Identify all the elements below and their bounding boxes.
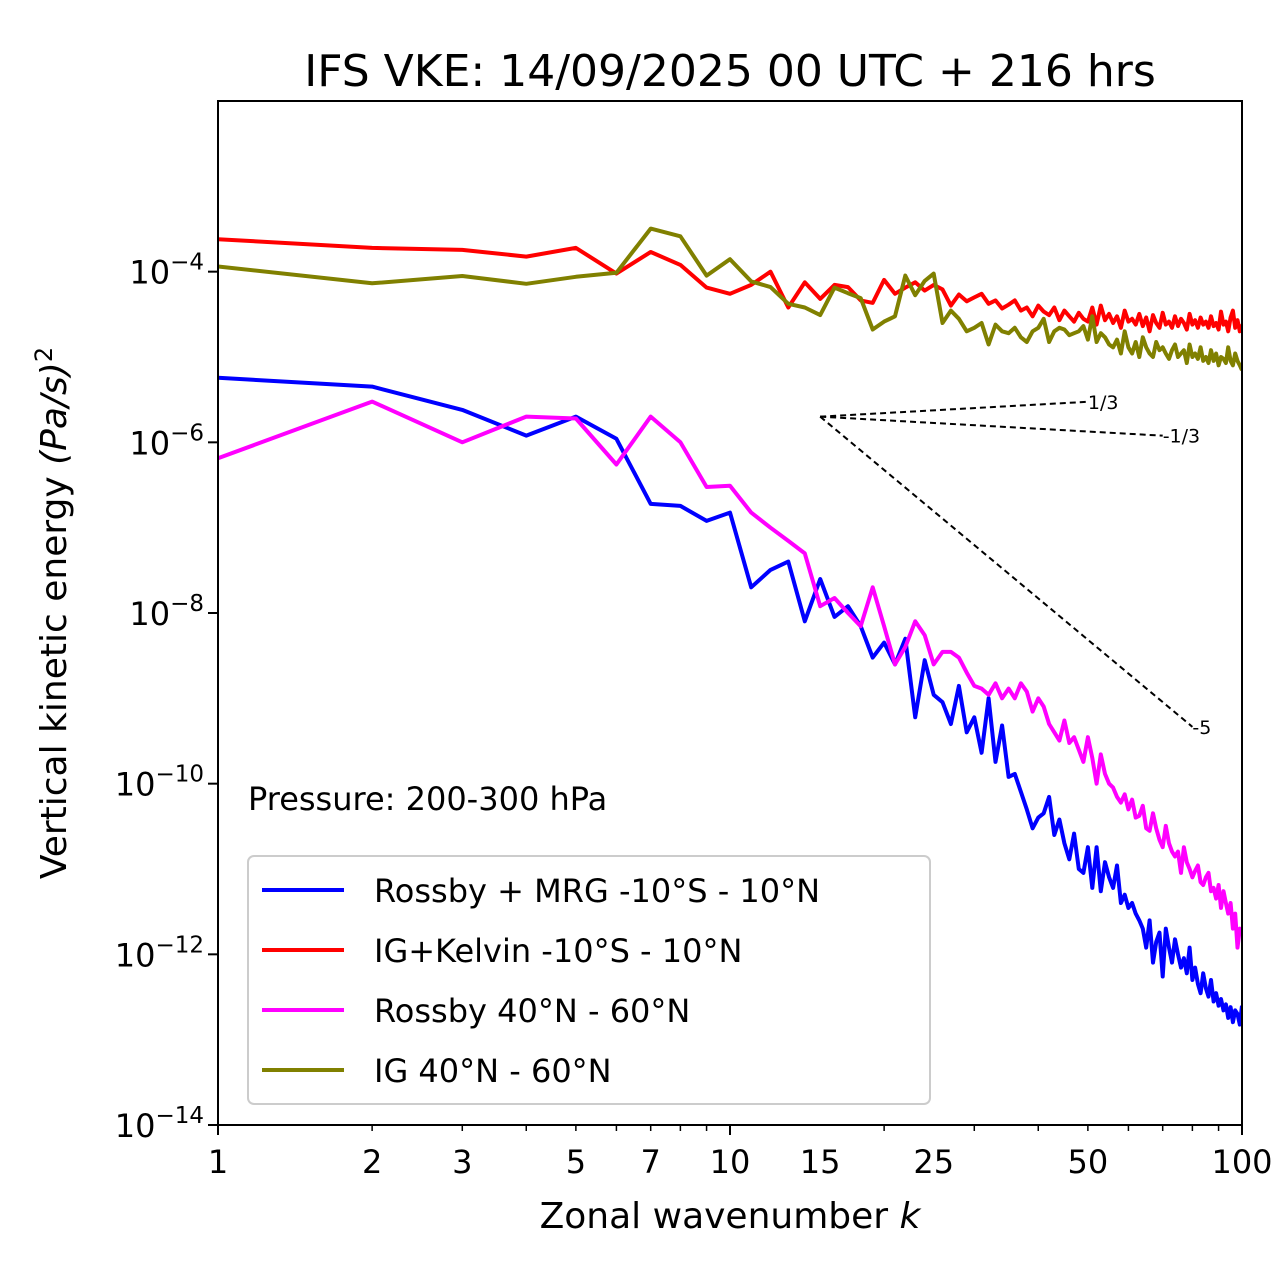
- y-tick-label: 10−14: [115, 1103, 204, 1145]
- y-axis-ticks: 10−4 10−6 10−8 10−10 10−12 10−14: [115, 250, 218, 1145]
- x-tick-label: 1: [208, 1143, 228, 1181]
- legend-box: [247, 855, 931, 1105]
- series-line-0: [218, 375, 1242, 1027]
- x-tick-label: 100: [1211, 1143, 1272, 1181]
- x-axis-label: Zonal wavenumber k: [540, 1196, 923, 1237]
- legend-label-0: Rossby + MRG -10°S - 10°N: [374, 872, 820, 910]
- series-layer: [218, 226, 1242, 1027]
- chart-title: IFS VKE: 14/09/2025 00 UTC + 216 hrs: [304, 46, 1156, 97]
- x-tick-label: 10: [710, 1143, 751, 1181]
- y-axis-unit: (Pa/s): [34, 362, 75, 465]
- slope-label-1: -1/3: [1163, 426, 1200, 448]
- x-tick-label: 25: [913, 1143, 954, 1181]
- y-tick-label: 10−6: [129, 420, 204, 462]
- x-axis-var: k: [900, 1196, 923, 1237]
- x-tick-label: 15: [800, 1143, 841, 1181]
- y-axis-unit-exp: 2: [30, 347, 58, 362]
- series-line-2: [218, 399, 1242, 950]
- legend: Rossby + MRG -10°S - 10°N IG+Kelvin -10°S…: [247, 855, 931, 1105]
- x-tick-label: 50: [1068, 1143, 1109, 1181]
- pressure-annotation: Pressure: 200-300 hPa: [248, 780, 607, 818]
- x-axis-ticks: 1 2 3 5 7 10 15 25 50 100: [208, 1125, 1273, 1181]
- y-tick-label: 10−10: [115, 762, 204, 804]
- legend-label-2: Rossby 40°N - 60°N: [374, 992, 690, 1030]
- y-tick-label: 10−12: [115, 932, 204, 974]
- x-tick-label: 7: [641, 1143, 661, 1181]
- x-tick-label: 3: [452, 1143, 472, 1181]
- slope-label-2: -5: [1192, 717, 1211, 739]
- x-tick-label: 2: [362, 1143, 382, 1181]
- series-line-3: [218, 226, 1242, 372]
- y-axis-label: Vertical kinetic energy (Pa/s)2: [30, 347, 75, 879]
- legend-label-3: IG 40°N - 60°N: [374, 1052, 612, 1090]
- slope-label-0: 1/3: [1088, 392, 1119, 414]
- slope-line-2: [819, 415, 1194, 728]
- y-tick-label: 10−4: [129, 250, 204, 292]
- legend-label-1: IG+Kelvin -10°S - 10°N: [374, 932, 742, 970]
- x-tick-label: 5: [566, 1143, 586, 1181]
- slope-line-0: [820, 400, 1088, 418]
- y-tick-label: 10−8: [129, 591, 204, 633]
- slope-line-1: [820, 415, 1163, 437]
- reference-slopes: 1/3 -1/3 -5: [819, 392, 1211, 739]
